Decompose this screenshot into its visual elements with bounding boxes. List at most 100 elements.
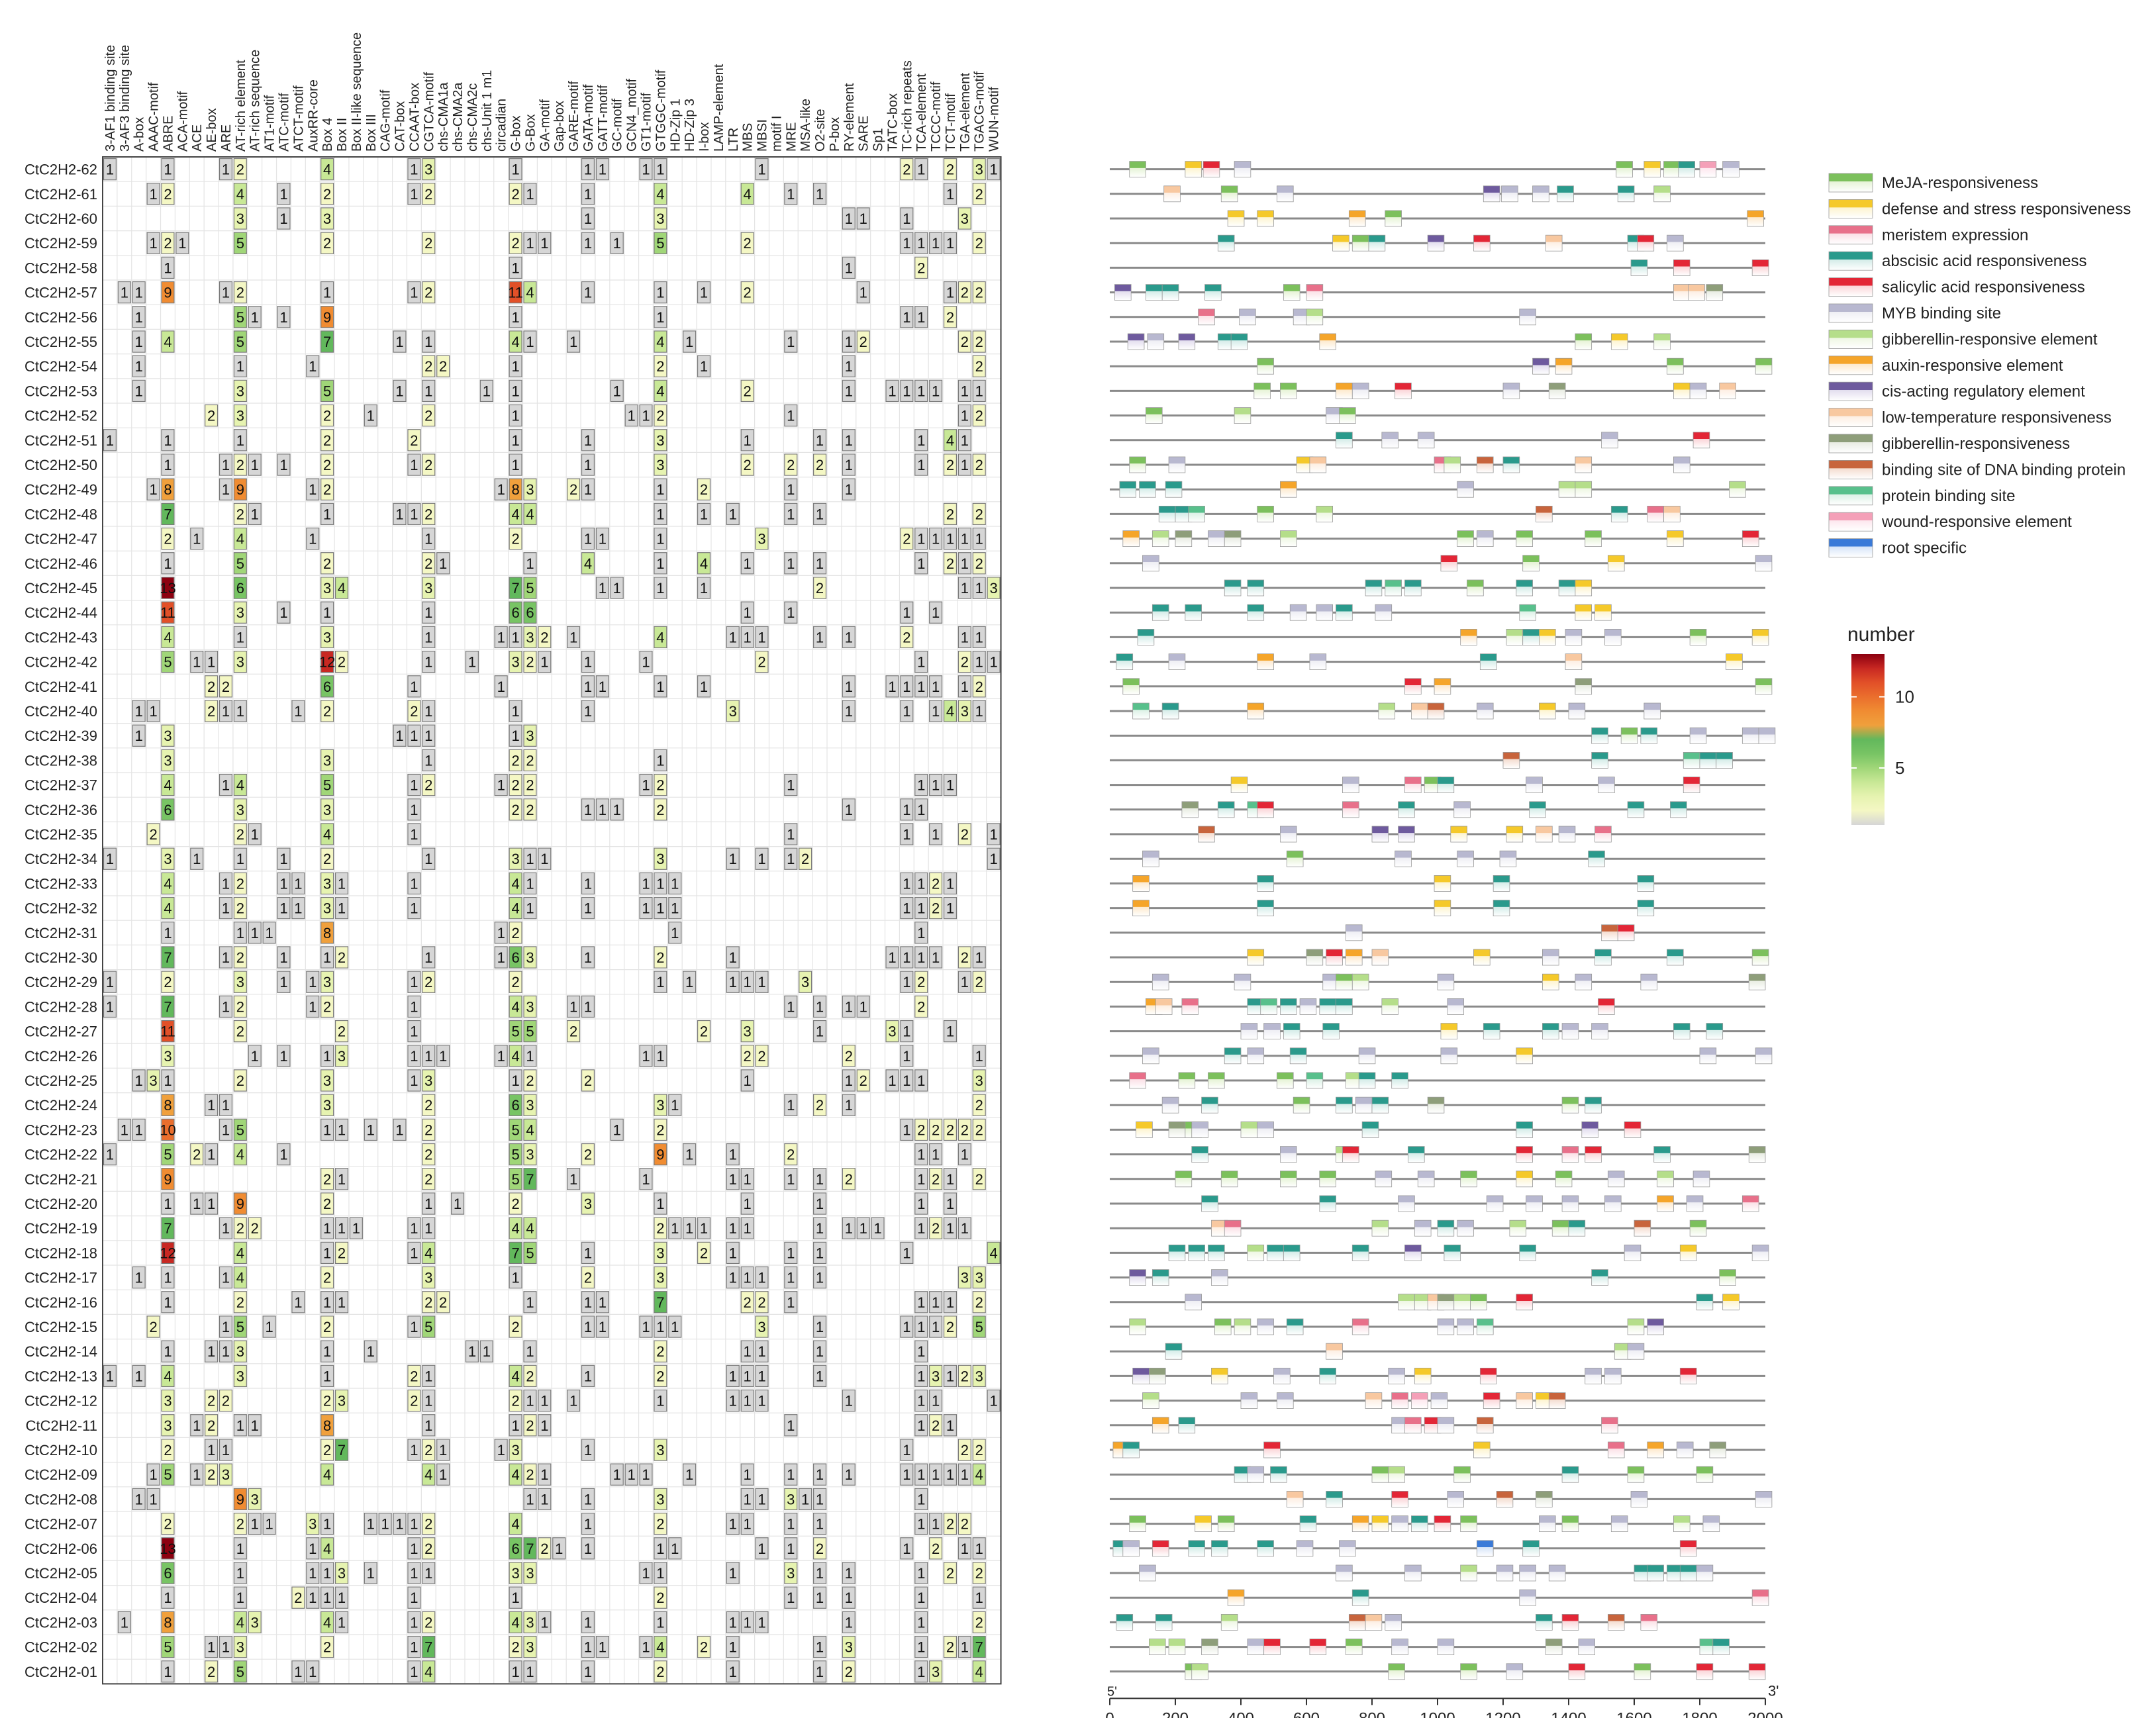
heatmap-cell-box xyxy=(103,158,117,181)
heatmap-cell: 1 xyxy=(132,700,146,722)
heatmap-cell-value: 1 xyxy=(395,383,403,399)
promoter-element xyxy=(1129,456,1146,473)
heatmap-cell-value: 2 xyxy=(816,457,824,473)
heatmap-cell: 1 xyxy=(972,379,986,403)
heatmap-cell-value: 3 xyxy=(932,1664,940,1680)
legend-entry: MYB binding site xyxy=(1828,303,2001,323)
heatmap-cell-box xyxy=(320,675,334,698)
promoter-element xyxy=(1568,702,1586,720)
promoter-element xyxy=(1188,1540,1205,1557)
heatmap-cell-box xyxy=(784,330,798,353)
heatmap-cell-value: 2 xyxy=(744,1048,752,1065)
heatmap-cell: 1 xyxy=(146,183,160,205)
heatmap-cell: 1 xyxy=(161,1192,175,1215)
heatmap-cell: 1 xyxy=(205,1094,219,1116)
heatmap-cell-box xyxy=(205,675,219,698)
heatmap-cell: 1 xyxy=(581,1364,595,1388)
heatmap-cell: 1 xyxy=(914,922,928,944)
heatmap-cell-box xyxy=(509,330,522,353)
heatmap-cell: 2 xyxy=(523,1414,537,1437)
heatmap-cell: 1 xyxy=(581,429,595,452)
heatmap-cell: 1 xyxy=(784,1241,798,1265)
heatmap-cell-box xyxy=(146,700,160,722)
promoter-element xyxy=(1568,1663,1586,1680)
heatmap-cell: 2 xyxy=(972,971,986,993)
heatmap-cell-value: 1 xyxy=(627,408,635,424)
heatmap-cell-value: 5 xyxy=(511,1121,519,1138)
promoter-element xyxy=(1342,777,1359,793)
heatmap-cell-box xyxy=(320,306,334,328)
promoter-element xyxy=(1427,702,1445,720)
heatmap-cell: 1 xyxy=(422,749,436,772)
heatmap-cell-box xyxy=(885,379,899,403)
heatmap-cell-value: 4 xyxy=(323,1466,331,1483)
heatmap-cell: 5 xyxy=(972,1315,986,1338)
heatmap-cell-box xyxy=(494,773,508,796)
heatmap-cell: 1 xyxy=(407,1660,421,1683)
heatmap-cell: 4 xyxy=(161,1364,175,1388)
heatmap-cell: 1 xyxy=(103,847,117,870)
heatmap-cell: 3 xyxy=(885,1020,899,1043)
heatmap-cell-value: 1 xyxy=(424,752,432,769)
legend-entry: gibberellin-responsiveness xyxy=(1828,434,2070,453)
heatmap-cell: 5 xyxy=(233,1118,247,1141)
heatmap-cell: 1 xyxy=(957,1537,971,1560)
heatmap-cell: 2 xyxy=(320,453,334,476)
heatmap-cell-value: 1 xyxy=(917,383,925,399)
heatmap-cell-value: 1 xyxy=(656,1614,664,1631)
heatmap-cell-box xyxy=(277,183,291,205)
promoter-element xyxy=(1539,1515,1556,1533)
row-label: CtC2H2-01 xyxy=(24,1664,97,1680)
promoter-element xyxy=(1679,1564,1697,1582)
heatmap-cell: 1 xyxy=(813,1562,827,1584)
legend-swatch xyxy=(1828,512,1873,532)
heatmap-cell: 1 xyxy=(161,453,175,476)
promoter-element xyxy=(1607,1441,1625,1458)
promoter-element xyxy=(1332,234,1349,252)
heatmap-cell-value: 1 xyxy=(135,1121,143,1138)
promoter-element xyxy=(1506,1663,1524,1680)
promoter-element xyxy=(1358,1047,1376,1065)
heatmap-cell-value: 1 xyxy=(903,900,910,917)
heatmap-cell-box xyxy=(132,355,146,377)
heatmap-cell: 3 xyxy=(320,1069,334,1092)
heatmap-cell: 5 xyxy=(161,1463,175,1486)
heatmap-cell-value: 1 xyxy=(424,1368,432,1384)
heatmap-cell-box xyxy=(320,700,334,722)
promoter-element xyxy=(1493,900,1510,916)
heatmap-cell-box xyxy=(914,158,928,181)
heatmap-cell-box xyxy=(639,773,653,796)
heatmap-cell-box xyxy=(654,847,667,870)
heatmap-cell: 3 xyxy=(957,207,971,230)
heatmap-cell-value: 3 xyxy=(511,654,519,671)
heatmap-cell-box xyxy=(740,183,754,205)
heatmap-cell: 1 xyxy=(407,1635,421,1658)
promoter-element xyxy=(1371,826,1389,843)
heatmap-cell: 1 xyxy=(393,379,407,403)
heatmap-cell-value: 1 xyxy=(265,1516,273,1533)
heatmap-cell: 1 xyxy=(538,650,552,673)
heatmap-cell-value: 1 xyxy=(961,580,969,597)
heatmap-cell-value: 1 xyxy=(599,162,607,178)
heatmap-cell: 4 xyxy=(509,1512,522,1535)
promoter-element xyxy=(1395,850,1412,867)
heatmap-cell-box xyxy=(334,577,349,599)
heatmap-cell-box xyxy=(103,429,117,452)
heatmap-cell-value: 2 xyxy=(338,1245,346,1261)
heatmap-cell-value: 1 xyxy=(424,1220,432,1237)
heatmap-cell-value: 1 xyxy=(787,481,795,498)
heatmap-cell: 1 xyxy=(161,1291,175,1313)
heatmap-cell: 1 xyxy=(248,1512,262,1535)
promoter-element xyxy=(1198,309,1215,326)
heatmap-cell-value: 1 xyxy=(917,1147,925,1163)
heatmap-cell: 3 xyxy=(422,1266,436,1289)
heatmap-cell-value: 1 xyxy=(439,1048,447,1065)
heatmap-cell: 2 xyxy=(422,183,436,205)
heatmap-cell: 1 xyxy=(654,872,667,895)
heatmap-cell-value: 1 xyxy=(917,235,925,252)
promoter-element xyxy=(1467,579,1484,597)
heatmap-cell: 1 xyxy=(813,995,827,1018)
heatmap-cell-box xyxy=(509,355,522,377)
promoter-element xyxy=(1536,1490,1553,1507)
promoter-element xyxy=(1267,1245,1284,1261)
